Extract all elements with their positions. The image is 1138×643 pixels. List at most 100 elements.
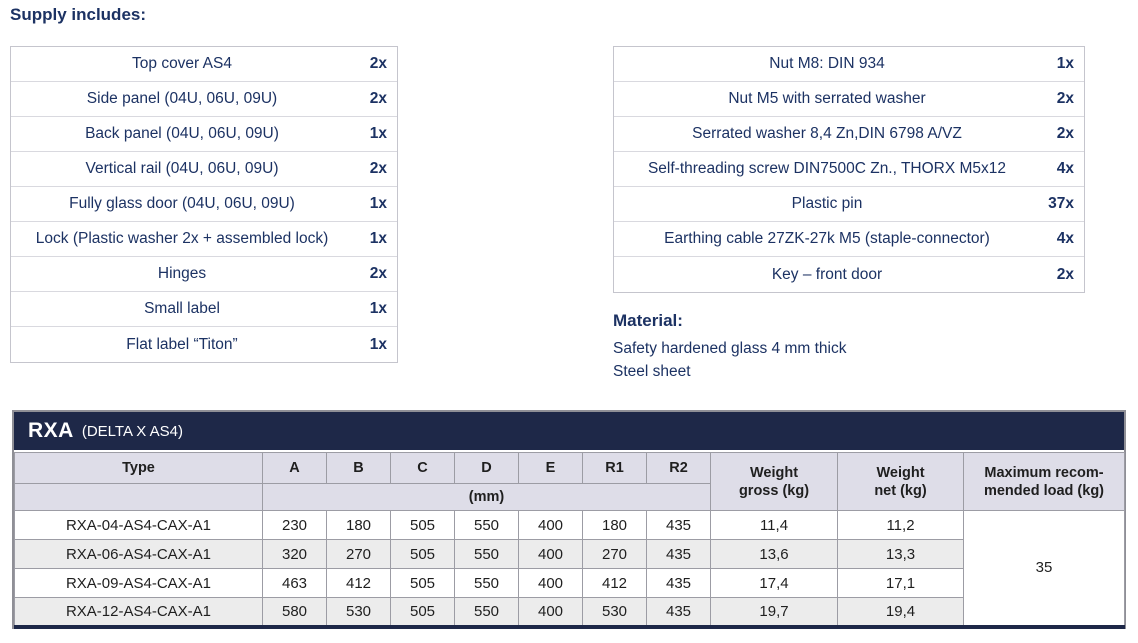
spec-dim-cell: 230 xyxy=(262,510,327,540)
spec-col-weight-net: Weight net (kg) xyxy=(837,452,964,511)
spec-weight-net-cell: 11,2 xyxy=(837,510,964,540)
supply-row: Serrated washer 8,4 Zn,DIN 6798 A/VZ 2x xyxy=(614,117,1084,152)
spec-col-max-load-line: Maximum recom- xyxy=(984,464,1104,481)
supply-heading: Supply includes: xyxy=(10,5,147,24)
supply-item-name: Vertical rail (04U, 06U, 09U) xyxy=(85,160,279,177)
supply-item-qty: 1x xyxy=(369,300,387,317)
spec-type-cell: RXA-04-AS4-CAX-A1 xyxy=(14,510,263,540)
supply-row: Key – front door 2x xyxy=(614,257,1084,292)
spec-weight-gross-cell: 17,4 xyxy=(710,568,838,598)
supply-item-name: Top cover AS4 xyxy=(132,55,232,72)
series-subtitle: (DELTA X AS4) xyxy=(81,422,183,440)
supply-item-name: Nut M8: DIN 934 xyxy=(769,55,885,72)
spec-dim-cell: 400 xyxy=(518,510,583,540)
spec-dim-cell: 400 xyxy=(518,539,583,569)
spec-type-cell: RXA-12-AS4-CAX-A1 xyxy=(14,597,263,627)
supply-item-qty: 2x xyxy=(1056,90,1074,107)
supply-item-name: Side panel (04U, 06U, 09U) xyxy=(86,90,278,107)
supply-row: Earthing cable 27ZK-27k M5 (staple-conne… xyxy=(614,222,1084,257)
supply-row: Self-threading screw DIN7500C Zn., THORX… xyxy=(614,152,1084,187)
supply-item-name: Hinges xyxy=(157,265,207,282)
spec-col-max-load: Maximum recom-mended load (kg) xyxy=(963,452,1125,511)
spec-unit-label: (mm) xyxy=(262,483,711,511)
material-section: Material: Safety hardened glass 4 mm thi… xyxy=(613,311,846,383)
supply-row: Side panel (04U, 06U, 09U) 2x xyxy=(11,82,397,117)
supply-item-qty: 1x xyxy=(369,335,387,353)
supply-row: Hinges 2x xyxy=(11,257,397,292)
supply-item-qty: 37x xyxy=(1048,195,1074,212)
spec-weight-net-cell: 17,1 xyxy=(837,568,964,598)
supply-row: Vertical rail (04U, 06U, 09U) 2x xyxy=(11,152,397,187)
spec-dim-cell: 550 xyxy=(454,510,519,540)
supply-item-name: Key – front door xyxy=(771,265,883,283)
spec-dim-cell: 530 xyxy=(326,597,391,627)
spec-col-max-load-line: mended load (kg) xyxy=(983,482,1105,499)
spec-dim-cell: 530 xyxy=(582,597,647,627)
supply-item-name: Serrated washer 8,4 Zn,DIN 6798 A/VZ xyxy=(692,125,962,142)
spec-data-row: RXA-12-AS4-CAX-A1 580 530 505 550 400 530 435 19… xyxy=(14,597,1125,627)
spec-data-row: RXA-09-AS4-CAX-A1 463 412 505 550 400 412 435 17… xyxy=(14,568,1125,598)
supply-item-qty: 1x xyxy=(369,125,387,142)
supply-item-name: Small label xyxy=(144,300,220,317)
supply-row: Small label 1x xyxy=(11,292,397,327)
spec-weight-net-cell: 13,3 xyxy=(837,539,964,569)
spec-col-dim: C xyxy=(390,452,455,484)
spec-dim-cell: 505 xyxy=(390,568,455,598)
spec-unit-empty-cell xyxy=(14,483,263,511)
spec-dim-cell: 580 xyxy=(262,597,327,627)
spec-header-row: Type A B C D E R1 R2 Weight gross (kg) Weight net (… xyxy=(14,452,1125,511)
supply-item-qty: 4x xyxy=(1056,230,1074,247)
spec-col-dim: R1 xyxy=(582,452,647,484)
supply-item-name: Lock (Plastic washer 2x + assembled lock… xyxy=(35,230,329,247)
spec-dim-cell: 412 xyxy=(582,568,647,598)
spec-dim-cell: 400 xyxy=(518,568,583,598)
supply-item-name: Self-threading screw DIN7500C Zn., THORX… xyxy=(647,160,1007,177)
spec-col-dim: E xyxy=(518,452,583,484)
spec-col-dim: D xyxy=(454,452,519,484)
spec-weight-gross-cell: 13,6 xyxy=(710,539,838,569)
spec-dim-cell: 435 xyxy=(646,539,711,569)
spec-type-cell: RXA-06-AS4-CAX-A1 xyxy=(14,539,263,569)
spec-col-weight-gross: Weight gross (kg) xyxy=(710,452,838,511)
spec-table: Type A B C D E R1 R2 Weight gross (kg) Weight net (… xyxy=(14,452,1125,629)
spec-weight-gross-cell: 19,7 xyxy=(710,597,838,627)
supply-item-qty: 4x xyxy=(1056,160,1074,177)
spec-dim-cell: 270 xyxy=(582,539,647,569)
material-line: Safety hardened glass 4 mm thick xyxy=(613,340,847,357)
spec-data-row: RXA-04-AS4-CAX-A1 230 180 505 550 400 180 435 11… xyxy=(14,510,1125,627)
spec-dim-cell: 435 xyxy=(646,597,711,627)
supply-item-qty: 2x xyxy=(369,265,387,282)
supply-item-name: Earthing cable 27ZK-27k M5 (staple-conne… xyxy=(664,230,990,247)
spec-col-weight-net-line: Weight xyxy=(876,464,925,481)
spec-max-load-cell: 35 xyxy=(963,510,1125,627)
material-line: Steel sheet xyxy=(613,363,691,380)
spec-dim-cell: 550 xyxy=(454,539,519,569)
spec-dim-cell: 180 xyxy=(582,510,647,540)
spec-table-title-bar: RXA (DELTA X AS4) xyxy=(14,412,1124,450)
supply-item-qty: 2x xyxy=(1056,265,1074,283)
spec-dim-cell: 180 xyxy=(326,510,391,540)
supply-item-name: Nut M5 with serrated washer xyxy=(728,90,926,107)
supply-table-left: Top cover AS4 2x Side panel (04U, 06U, 09U… xyxy=(10,46,398,363)
supply-row: Plastic pin 37x xyxy=(614,187,1084,222)
spec-col-dim: B xyxy=(326,452,391,484)
spec-table-container: RXA (DELTA X AS4) Type A B C D E R1 R2 Weight gro… xyxy=(12,410,1126,629)
supply-table-right: Nut M8: DIN 934 1x Nut M5 with serrated wa… xyxy=(613,46,1085,293)
series-name: RXA xyxy=(28,419,74,442)
supply-row: Nut M5 with serrated washer 2x xyxy=(614,82,1084,117)
supply-item-qty: 1x xyxy=(369,230,387,247)
spec-dim-cell: 505 xyxy=(390,597,455,627)
spec-col-dim: A xyxy=(262,452,327,484)
spec-dim-cell: 505 xyxy=(390,510,455,540)
spec-type-cell: RXA-09-AS4-CAX-A1 xyxy=(14,568,263,598)
spec-weight-gross-cell: 11,4 xyxy=(710,510,838,540)
spec-dim-cell: 435 xyxy=(646,510,711,540)
spec-dim-cell: 270 xyxy=(326,539,391,569)
material-heading: Material: xyxy=(613,311,683,330)
spec-weight-net-cell: 19,4 xyxy=(837,597,964,627)
spec-data-row: RXA-06-AS4-CAX-A1 320 270 505 550 400 270 435 13… xyxy=(14,539,1125,569)
supply-row: Flat label “Titon” 1x xyxy=(11,327,397,362)
supply-row: Top cover AS4 2x xyxy=(11,47,397,82)
spec-dim-cell: 505 xyxy=(390,539,455,569)
